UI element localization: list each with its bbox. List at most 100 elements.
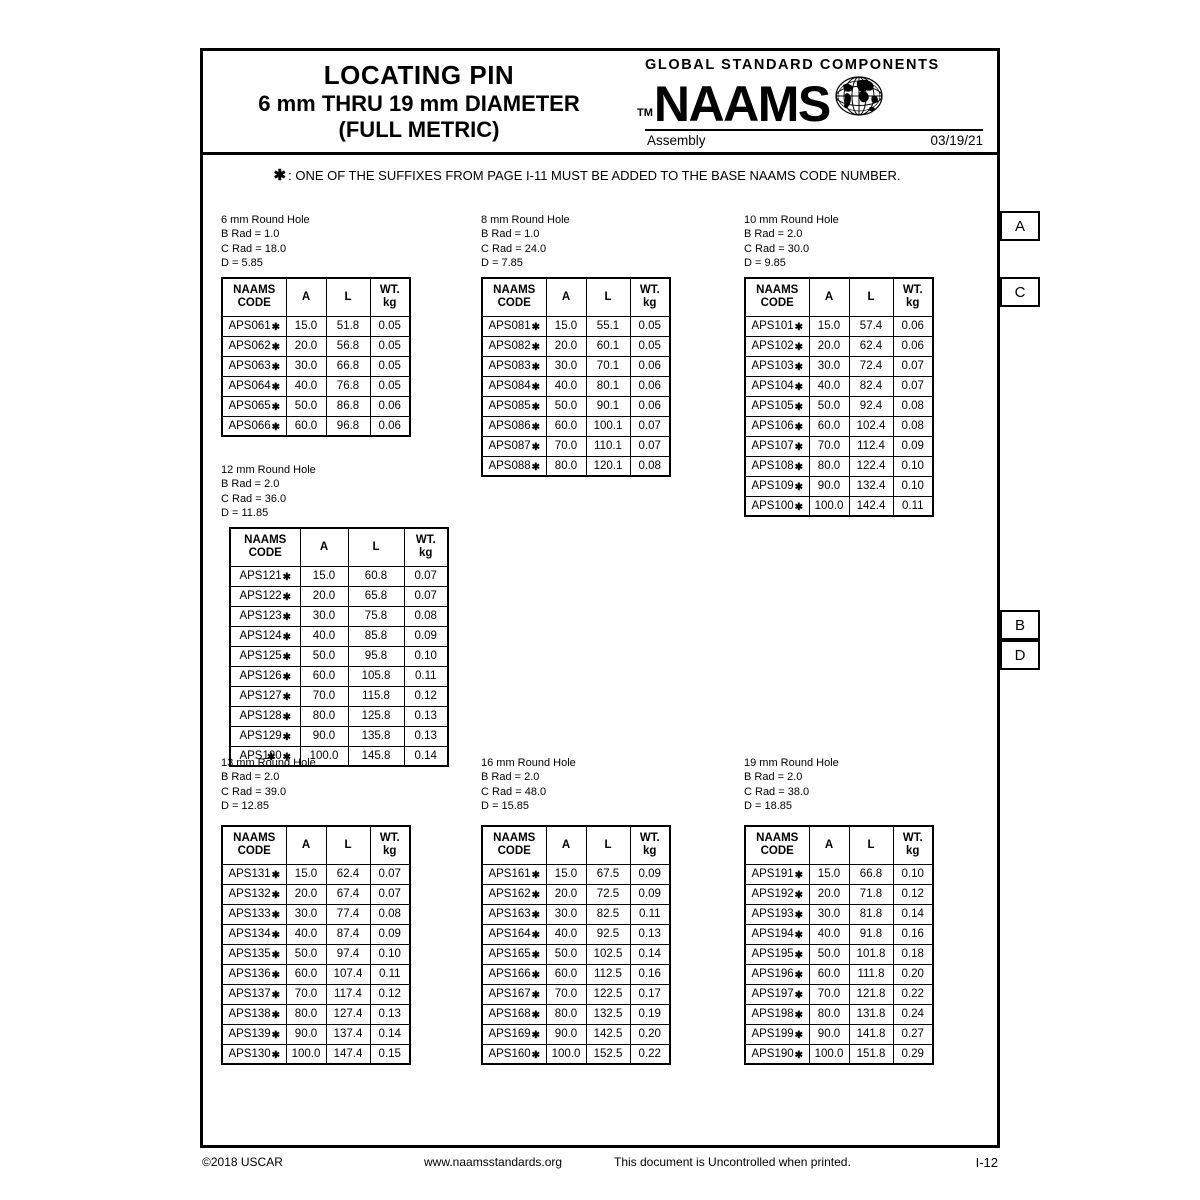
cell-weight: 0.22	[629, 1043, 671, 1065]
asterisk-icon: ✱	[794, 990, 804, 1002]
cell-naams-code: APS082✱	[481, 335, 547, 357]
table-header-row: NAAMS CODE A L WT. kg	[221, 277, 411, 317]
group-8mm: 8 mm Round Hole B Rad = 1.0 C Rad = 24.0…	[481, 213, 671, 478]
c-rad-label: C Rad = 30.0	[744, 242, 810, 255]
cell-naams-code: APS193✱	[744, 903, 810, 925]
cell-a: 15.0	[285, 863, 327, 885]
asterisk-icon: ✱	[794, 910, 804, 922]
cell-l: 97.4	[325, 943, 371, 965]
cell-naams-code: APS066✱	[221, 415, 287, 437]
edge-tab-a[interactable]: A	[1000, 211, 1040, 241]
website-link[interactable]: www.naamsstandards.org	[424, 1155, 563, 1169]
cell-naams-code: APS106✱	[744, 415, 810, 437]
asterisk-icon: ✱	[531, 1010, 541, 1022]
cell-l: 112.4	[848, 435, 894, 457]
cell-naams-code: APS160✱	[481, 1043, 547, 1065]
col-weight: WT. kg	[629, 825, 671, 865]
asterisk-icon: ✱	[531, 461, 541, 473]
cell-naams-code: APS107✱	[744, 435, 810, 457]
cell-l: 105.8	[347, 665, 405, 687]
group-6mm: 6 mm Round Hole B Rad = 1.0 C Rad = 18.0…	[221, 213, 411, 438]
cell-l: 62.4	[325, 863, 371, 885]
cell-l: 67.5	[585, 863, 631, 885]
cell-weight: 0.13	[629, 923, 671, 945]
spec-table-13mm: NAAMS CODE A L WT. kg APS131✱ 15.0 62.4 0.07 A…	[221, 825, 411, 1066]
cell-l: 117.4	[325, 983, 371, 1005]
table-row: APS137✱ 70.0 117.4 0.12	[221, 983, 411, 1005]
hole-size-label: 12 mm Round Hole	[221, 464, 316, 476]
asterisk-icon: ✱	[271, 402, 281, 414]
cell-naams-code: APS163✱	[481, 903, 547, 925]
cell-weight: 0.10	[369, 943, 411, 965]
cell-l: 152.5	[585, 1043, 631, 1065]
cell-l: 72.5	[585, 883, 631, 905]
cell-a: 70.0	[545, 983, 587, 1005]
edge-tab-d[interactable]: D	[1000, 640, 1040, 670]
cell-l: 56.8	[325, 335, 371, 357]
asterisk-icon: ✱	[794, 930, 804, 942]
col-weight: WT. kg	[369, 825, 411, 865]
cell-a: 30.0	[808, 903, 850, 925]
d-label: D = 5.85	[221, 256, 263, 269]
table-row: APS125✱ 50.0 95.8 0.10	[229, 645, 449, 667]
cell-weight: 0.06	[892, 335, 934, 357]
group-heading: 16 mm Round Hole B Rad = 2.0 C Rad = 48.…	[481, 756, 671, 813]
cell-a: 100.0	[808, 495, 850, 517]
cell-a: 50.0	[808, 943, 850, 965]
cell-l: 115.8	[347, 685, 405, 707]
c-rad-label: C Rad = 48.0	[481, 785, 547, 798]
group-heading: 6 mm Round Hole B Rad = 1.0 C Rad = 18.0…	[221, 213, 411, 270]
cell-naams-code: APS137✱	[221, 983, 287, 1005]
cell-a: 80.0	[299, 705, 349, 727]
cell-naams-code: APS167✱	[481, 983, 547, 1005]
cell-l: 121.8	[848, 983, 894, 1005]
cell-naams-code: APS130✱	[221, 1043, 287, 1065]
cell-a: 40.0	[285, 375, 327, 397]
cell-a: 50.0	[285, 943, 327, 965]
cell-weight: 0.10	[892, 863, 934, 885]
table-row: APS167✱ 70.0 122.5 0.17	[481, 983, 671, 1005]
asterisk-icon: ✱	[531, 870, 541, 882]
asterisk-icon: ✱	[794, 422, 804, 434]
col-naams-code: NAAMS CODE	[744, 825, 810, 865]
cell-l: 91.8	[848, 923, 894, 945]
cell-a: 20.0	[285, 883, 327, 905]
table-row: APS106✱ 60.0 102.4 0.08	[744, 415, 934, 437]
cell-a: 100.0	[285, 1043, 327, 1065]
asterisk-icon: ✱	[794, 1030, 804, 1042]
table-row: APS086✱ 60.0 100.1 0.07	[481, 415, 671, 437]
cell-naams-code: APS129✱	[229, 725, 301, 747]
cell-l: 77.4	[325, 903, 371, 925]
edge-tab-label: D	[1014, 646, 1026, 664]
cell-a: 60.0	[808, 415, 850, 437]
cell-naams-code: APS124✱	[229, 625, 301, 647]
col-l: L	[848, 825, 894, 865]
edge-tab-b[interactable]: B	[1000, 610, 1040, 640]
cell-weight: 0.20	[629, 1023, 671, 1045]
cell-weight: 0.18	[892, 943, 934, 965]
cell-naams-code: APS192✱	[744, 883, 810, 905]
cell-naams-code: APS084✱	[481, 375, 547, 397]
cell-a: 30.0	[545, 903, 587, 925]
table-row: APS191✱ 15.0 66.8 0.10	[744, 863, 934, 885]
table-header-row: NAAMS CODE A L WT. kg	[229, 527, 449, 567]
cell-weight: 0.09	[403, 625, 449, 647]
cell-naams-code: APS138✱	[221, 1003, 287, 1025]
table-row: APS108✱ 80.0 122.4 0.10	[744, 455, 934, 477]
asterisk-icon: ✱	[282, 732, 292, 744]
group-heading: 12 mm Round Hole B Rad = 2.0 C Rad = 36.…	[221, 463, 449, 520]
cell-a: 40.0	[545, 375, 587, 397]
asterisk-icon: ✱	[794, 342, 804, 354]
col-l: L	[848, 277, 894, 317]
cell-a: 90.0	[285, 1023, 327, 1045]
cell-weight: 0.14	[403, 745, 449, 767]
cell-weight: 0.11	[403, 665, 449, 687]
cell-l: 142.4	[848, 495, 894, 517]
table-row: APS082✱ 20.0 60.1 0.05	[481, 335, 671, 357]
cell-l: 142.5	[585, 1023, 631, 1045]
cell-l: 111.8	[848, 963, 894, 985]
edge-tab-c[interactable]: C	[1000, 277, 1040, 307]
brand-logo: TM NAAMS	[635, 71, 997, 129]
cell-l: 92.5	[585, 923, 631, 945]
cell-a: 90.0	[808, 1023, 850, 1045]
